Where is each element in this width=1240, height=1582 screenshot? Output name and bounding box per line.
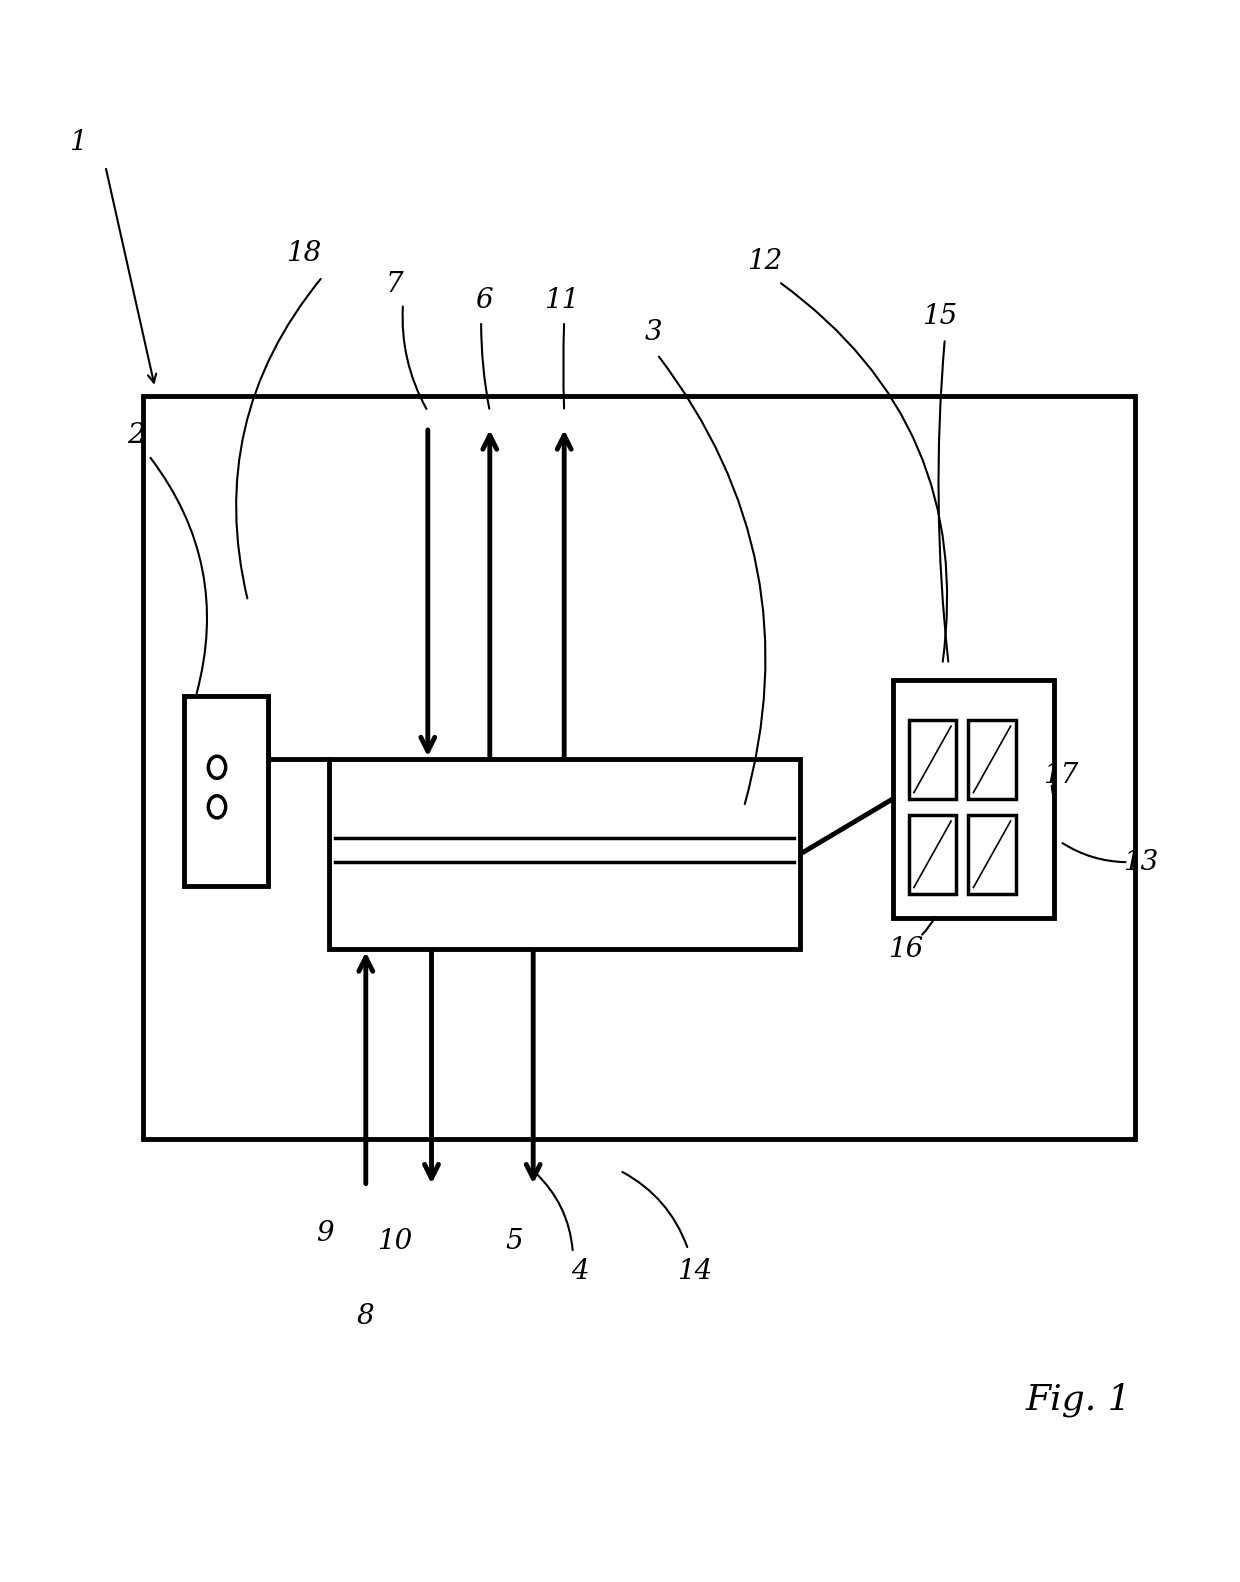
- Bar: [184, 696, 268, 886]
- Bar: [143, 396, 1135, 1139]
- Text: 18: 18: [286, 239, 321, 267]
- Text: 7: 7: [386, 271, 403, 299]
- Bar: [968, 720, 1016, 799]
- Text: 17: 17: [1043, 761, 1078, 789]
- Text: 12: 12: [748, 247, 782, 275]
- Text: 2: 2: [128, 421, 145, 449]
- Text: 10: 10: [377, 1228, 412, 1256]
- Bar: [968, 815, 1016, 894]
- Text: 5: 5: [506, 1228, 523, 1256]
- Text: 8: 8: [357, 1302, 374, 1330]
- Text: 1: 1: [69, 128, 87, 157]
- Text: 13: 13: [1123, 848, 1158, 876]
- Text: 16: 16: [888, 935, 923, 963]
- Text: 11: 11: [544, 286, 579, 315]
- Bar: [909, 815, 956, 894]
- Text: Fig. 1: Fig. 1: [1025, 1383, 1132, 1417]
- Bar: [893, 680, 1054, 918]
- Text: 14: 14: [677, 1258, 712, 1286]
- Text: 6: 6: [475, 286, 492, 315]
- Text: 15: 15: [923, 302, 957, 331]
- Text: 4: 4: [572, 1258, 589, 1286]
- Text: 3: 3: [645, 318, 662, 346]
- Bar: [909, 720, 956, 799]
- Bar: [329, 759, 800, 949]
- Text: 9: 9: [316, 1220, 334, 1248]
